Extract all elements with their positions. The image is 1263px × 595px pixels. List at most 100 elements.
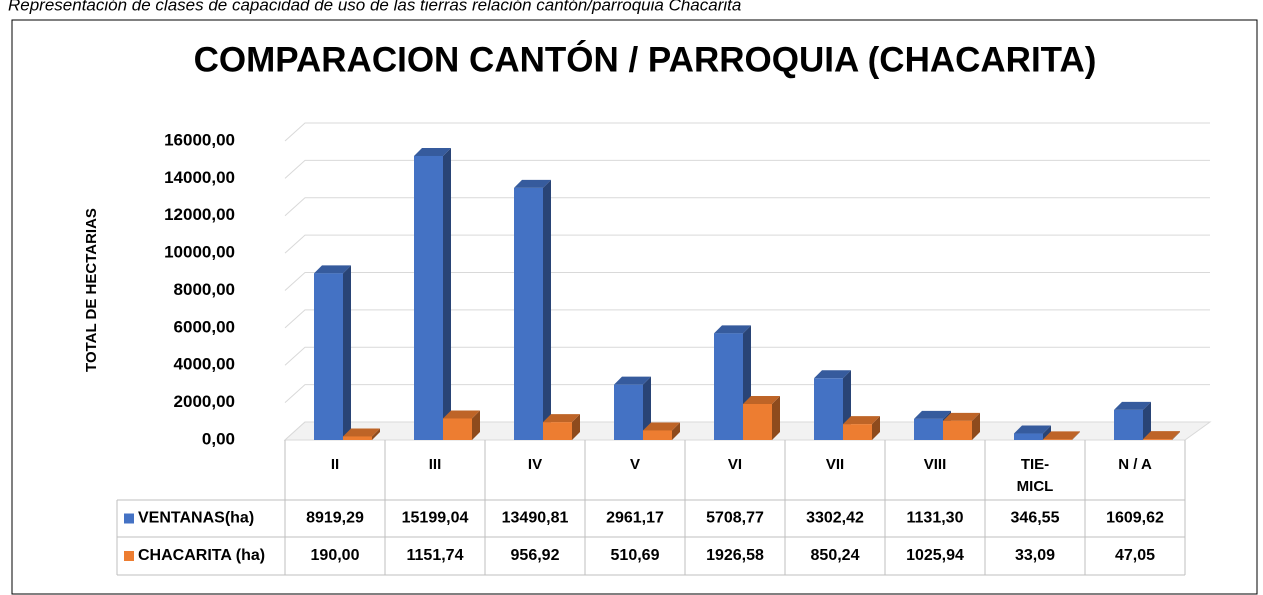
- y-tick-label: 2000,00: [174, 392, 235, 411]
- bar: [1114, 409, 1143, 440]
- grid-line: [284, 122, 1210, 142]
- bar-top: [543, 414, 580, 423]
- bar: [814, 378, 843, 440]
- y-tick-label: 14000,00: [164, 168, 235, 187]
- bar-side: [972, 412, 980, 440]
- x-tick-label-box: TIE-MICL: [1016, 456, 1054, 495]
- y-tick-label: 10000,00: [164, 243, 235, 262]
- y-tick-label: 16000,00: [164, 130, 235, 149]
- y-tick-label: 12000,00: [164, 205, 235, 224]
- x-tick-label-box: II: [330, 456, 340, 473]
- x-tick-label: III: [428, 456, 442, 473]
- bar-top: [714, 325, 751, 334]
- bar: [414, 155, 443, 440]
- bar-top: [643, 422, 680, 431]
- legend-swatch: [124, 513, 134, 524]
- data-label: 1151,74: [407, 547, 464, 564]
- x-tick-label-box: VII: [825, 456, 845, 473]
- bar-side: [1072, 431, 1080, 440]
- bar-side: [1143, 401, 1151, 440]
- caption: Representación de clases de capacidad de…: [8, 0, 741, 14]
- bar-side: [372, 428, 380, 440]
- bar-top: [414, 147, 451, 156]
- y-tick-label: 8000,00: [174, 280, 235, 299]
- x-tick-label: N / A: [1118, 456, 1152, 473]
- bar: [943, 420, 972, 440]
- bar-side: [1043, 425, 1051, 440]
- bar-side: [672, 422, 680, 440]
- bar-side: [1172, 431, 1180, 440]
- data-label: 1609,62: [1106, 510, 1164, 527]
- y-tick-label: 0,00: [202, 429, 235, 448]
- chart-frame: [11, 19, 1258, 595]
- x-tick-label-box: VIII: [923, 456, 947, 473]
- data-label: 346,55: [1011, 510, 1060, 527]
- y-axis-label: TOTAL DE HECTARIAS: [83, 208, 100, 372]
- bar: [843, 424, 872, 440]
- bar: [514, 187, 543, 440]
- data-label: 5708,77: [706, 510, 764, 527]
- data-label: 2961,17: [606, 510, 664, 527]
- bar: [1043, 439, 1072, 440]
- bar: [614, 384, 643, 440]
- bar-top: [343, 428, 380, 437]
- x-tick-label: VII: [825, 456, 845, 473]
- bar-top: [314, 265, 351, 274]
- bar-top: [514, 179, 551, 188]
- bar-top: [443, 410, 480, 419]
- bar-top: [814, 370, 851, 379]
- x-tick-label: TIE-MICL: [1016, 456, 1054, 495]
- bar-top: [943, 412, 980, 421]
- data-label: 8919,29: [306, 510, 364, 527]
- x-tick-label-box: III: [428, 456, 442, 473]
- data-label: 190,00: [311, 547, 360, 564]
- grid-line: [284, 346, 1210, 366]
- grid-line: [284, 197, 1210, 217]
- bar-side: [443, 147, 451, 440]
- data-label: 956,92: [511, 547, 560, 564]
- bar-side: [872, 416, 880, 440]
- data-label: 47,05: [1115, 547, 1155, 564]
- x-tick-label: VI: [727, 456, 743, 473]
- x-tick-label: II: [330, 456, 340, 473]
- grid-line: [284, 159, 1210, 179]
- bar: [343, 436, 372, 440]
- data-label: 13490,81: [502, 510, 569, 527]
- chart-title: COMPARACION CANTÓN / PARROQUIA (CHACARIT…: [194, 39, 1097, 79]
- bar: [1014, 433, 1043, 440]
- bar: [743, 403, 772, 440]
- bar: [1143, 439, 1172, 440]
- bar-side: [572, 414, 580, 440]
- x-tick-label-box: V: [629, 456, 640, 473]
- legend-swatch: [124, 551, 134, 561]
- bar-top: [1014, 425, 1051, 434]
- x-tick-label-box: VI: [727, 456, 743, 473]
- x-tick-label: V: [629, 456, 640, 473]
- data-label: 850,24: [811, 547, 860, 564]
- grid-line: [284, 234, 1210, 254]
- bar-top: [914, 410, 951, 419]
- bar-top: [743, 395, 780, 404]
- y-tick-label: 6000,00: [174, 317, 235, 336]
- grid-line: [284, 309, 1210, 329]
- bar: [714, 333, 743, 440]
- bar: [643, 430, 672, 440]
- legend-label: VENTANAS(ha): [138, 510, 254, 527]
- x-tick-label: IV: [527, 456, 543, 473]
- data-label: 1025,94: [906, 547, 964, 564]
- bar-top: [843, 416, 880, 425]
- bar: [914, 418, 943, 440]
- y-tick-label: 4000,00: [174, 355, 235, 374]
- legend-label: CHACARITA (ha): [138, 547, 265, 564]
- bar: [443, 418, 472, 440]
- bar-top: [1114, 401, 1151, 410]
- bar-side: [643, 376, 651, 440]
- x-tick-label-box: IV: [527, 456, 543, 473]
- bar-side: [343, 265, 351, 440]
- x-tick-label: VIII: [923, 456, 947, 473]
- bar-side: [472, 410, 480, 440]
- bar-top: [614, 376, 651, 385]
- bar-top: [1143, 431, 1180, 440]
- bar: [314, 273, 343, 440]
